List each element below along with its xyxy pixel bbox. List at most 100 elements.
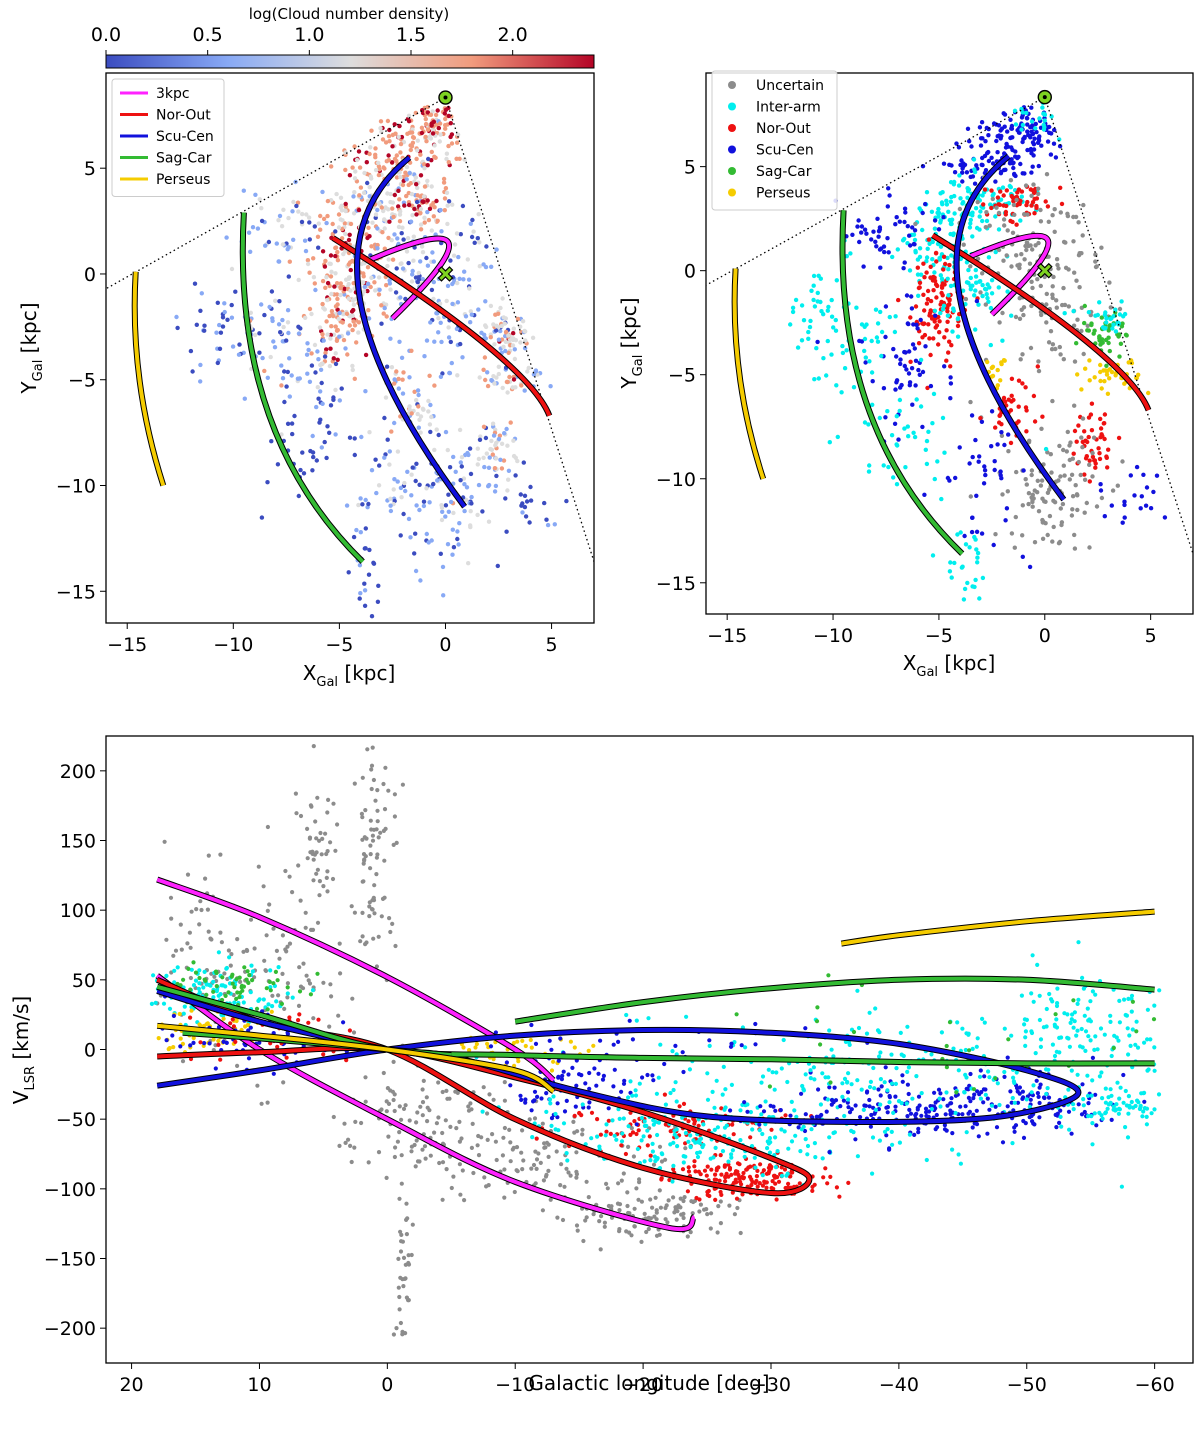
cloud-point — [947, 217, 952, 223]
cloud-point — [920, 335, 925, 340]
cloud-point — [325, 424, 330, 429]
cloud-point — [489, 438, 494, 444]
cloud-point — [306, 1020, 311, 1025]
cloud-point — [681, 1198, 686, 1204]
cloud-point — [740, 1192, 745, 1197]
cloud-point — [499, 466, 505, 471]
cloud-point — [284, 338, 289, 343]
cloud-point — [1090, 450, 1095, 456]
cloud-point — [324, 455, 329, 461]
cloud-point — [363, 546, 368, 551]
cloud-point — [476, 1133, 481, 1139]
cloud-point — [1122, 515, 1127, 520]
cloud-point — [307, 836, 312, 841]
cloud-point — [285, 991, 290, 996]
cloud-point — [281, 324, 286, 330]
cloud-point — [685, 1234, 690, 1239]
cloud-point — [317, 325, 323, 330]
cloud-point — [992, 467, 997, 473]
cloud-point — [587, 1070, 592, 1076]
cloud-point — [657, 1144, 663, 1149]
cloud-point — [279, 224, 285, 229]
cloud-point — [771, 1104, 776, 1109]
cloud-point — [1072, 546, 1078, 551]
cloud-point — [1036, 191, 1041, 197]
cloud-point — [824, 1109, 829, 1114]
cloud-point — [961, 597, 967, 602]
cloud-point — [368, 852, 373, 857]
cloud-point — [217, 322, 222, 328]
cloud-point — [989, 205, 994, 211]
x-label-unit: [kpc] — [338, 661, 395, 685]
cloud-point — [485, 370, 490, 375]
cloud-point — [632, 1224, 637, 1229]
cloud-point — [1052, 207, 1057, 212]
legend-item: Uncertain — [728, 78, 824, 94]
cloud-point — [367, 151, 372, 157]
cloud-point — [668, 1090, 673, 1096]
cloud-point — [697, 1197, 702, 1202]
cloud-point — [441, 593, 446, 598]
cloud-point — [995, 134, 1000, 139]
cloud-point — [522, 388, 527, 393]
cloud-point — [310, 988, 316, 993]
cloud-point — [518, 1093, 523, 1098]
cloud-point — [1014, 469, 1019, 475]
cloud-point — [766, 1067, 771, 1072]
cloud-point — [298, 898, 303, 903]
cloud-point — [511, 1040, 516, 1046]
cloud-point — [795, 345, 801, 350]
cloud-point — [760, 1183, 766, 1188]
x-tick-label: 5 — [546, 634, 558, 656]
cloud-point — [478, 434, 483, 439]
cloud-point — [1106, 340, 1111, 346]
cloud-point — [403, 488, 408, 494]
cloud-point — [446, 325, 451, 330]
legend-swatch — [728, 145, 736, 154]
cloud-point — [1050, 295, 1055, 301]
cloud-point — [647, 1134, 652, 1139]
cloud-point — [366, 501, 371, 507]
cloud-point — [877, 415, 882, 421]
cloud-point — [556, 1128, 561, 1133]
cloud-point — [870, 402, 875, 407]
cloud-point — [675, 1144, 680, 1149]
cloud-point — [998, 378, 1003, 383]
cloud-point — [1113, 329, 1119, 334]
cloud-point — [381, 781, 386, 787]
cloud-point — [465, 257, 470, 262]
cloud-point — [1056, 266, 1061, 271]
cloud-point — [431, 481, 436, 487]
cloud-point — [305, 856, 310, 861]
cloud-point — [348, 267, 353, 273]
cloud-point — [283, 947, 288, 952]
cloud-point — [315, 385, 320, 390]
cloud-point — [492, 489, 498, 494]
cloud-point — [727, 1167, 733, 1172]
cloud-point — [518, 492, 523, 497]
cloud-point — [674, 1099, 679, 1104]
cloud-point — [1039, 426, 1044, 431]
x-axis-label: XGal [kpc] — [903, 651, 996, 680]
cloud-point — [883, 304, 889, 309]
cloud-point — [522, 493, 528, 498]
cloud-point — [491, 1097, 496, 1102]
cloud-point — [812, 377, 817, 382]
cloud-point — [1086, 434, 1091, 440]
cloud-point — [886, 186, 891, 191]
cloud-point — [934, 259, 939, 264]
cloud-point — [916, 285, 922, 291]
cloud-point — [487, 455, 492, 460]
cloud-point — [369, 767, 374, 772]
cloud-point — [718, 1153, 723, 1158]
cloud-point — [337, 941, 342, 946]
cloud-point — [1078, 472, 1083, 478]
cloud-point — [424, 139, 429, 144]
cloud-point — [494, 1157, 499, 1163]
cloud-point — [189, 909, 194, 914]
cloud-point — [350, 313, 355, 318]
cloud-point — [358, 939, 363, 944]
cloud-point — [1013, 122, 1019, 127]
cloud-point — [1090, 474, 1095, 479]
cloud-point — [925, 297, 931, 302]
